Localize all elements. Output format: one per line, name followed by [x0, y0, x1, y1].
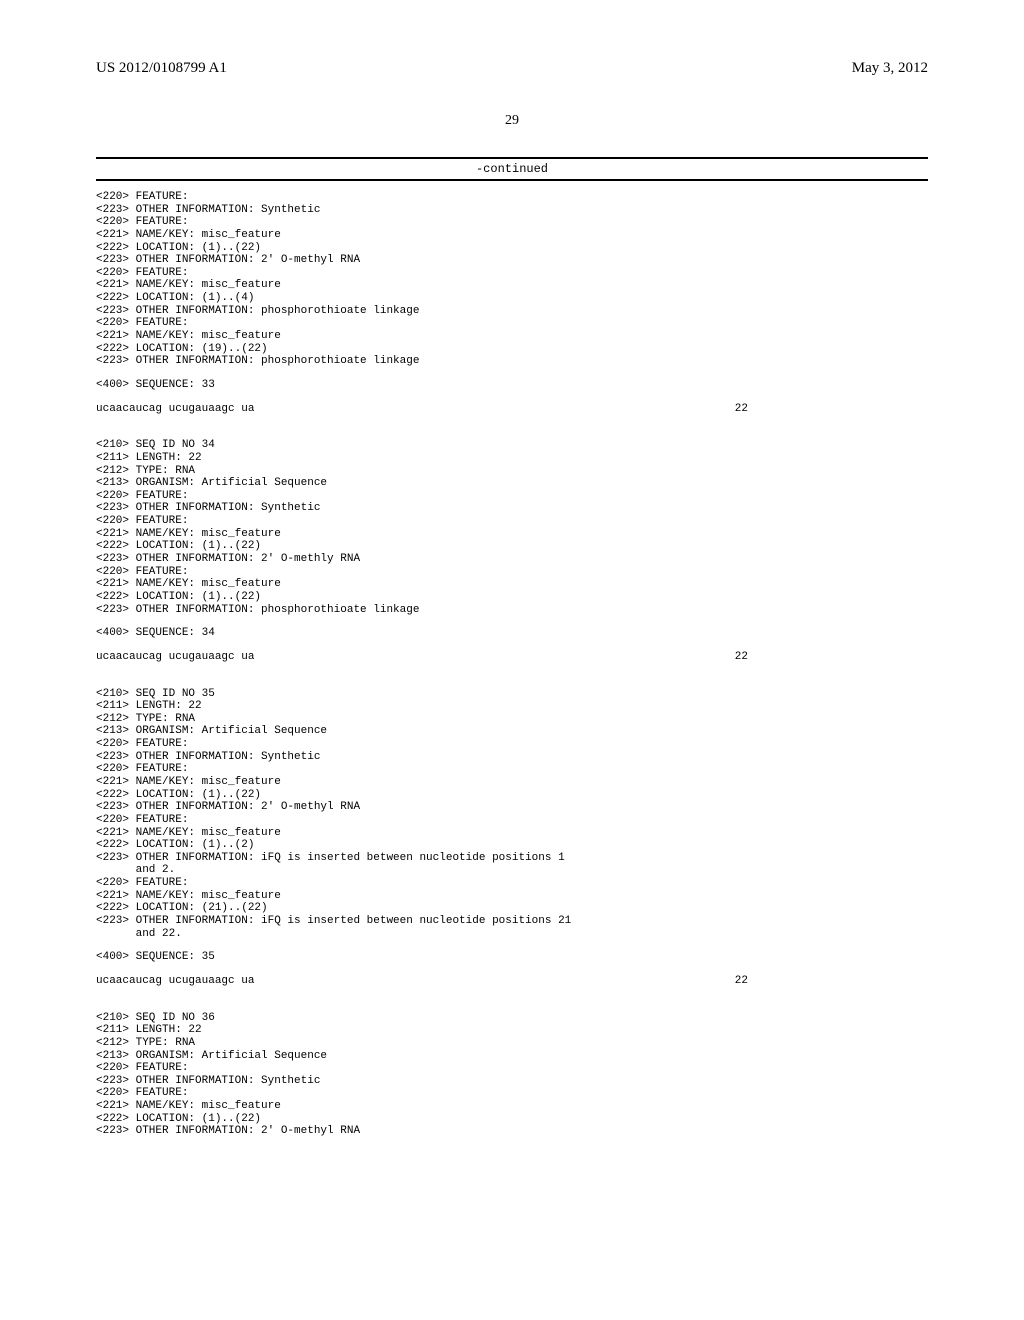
feature-line: <220> FEATURE: [96, 763, 928, 776]
feature-line: <220> FEATURE: [96, 814, 928, 827]
seq-34-sequence: ucaacaucag ucugauaagc ua [96, 651, 254, 664]
seq-36-header: <210> SEQ ID NO 36 <211> LENGTH: 22 <212… [96, 1012, 928, 1138]
feature-line: <222> LOCATION: (21)..(22) [96, 902, 928, 915]
continued-label: -continued [96, 157, 928, 176]
feature-line: <223> OTHER INFORMATION: 2' O-methly RNA [96, 553, 928, 566]
feature-line: <222> LOCATION: (1)..(22) [96, 789, 928, 802]
feature-line: <220> FEATURE: [96, 317, 928, 330]
feature-line: <220> FEATURE: [96, 877, 928, 890]
header-row: US 2012/0108799 A1 May 3, 2012 [96, 60, 928, 77]
feature-line: <223> OTHER INFORMATION: 2' O-methyl RNA [96, 254, 928, 267]
seq-34-sequence-row: ucaacaucag ucugauaagc ua 22 [96, 651, 928, 664]
feature-line: <220> FEATURE: [96, 738, 928, 751]
feature-line: and 2. [96, 864, 928, 877]
feature-line: <221> NAME/KEY: misc_feature [96, 279, 928, 292]
feature-line: <220> FEATURE: [96, 216, 928, 229]
feature-line: <220> FEATURE: [96, 515, 928, 528]
feature-line: <220> FEATURE: [96, 267, 928, 280]
feature-line: <220> FEATURE: [96, 1062, 928, 1075]
feature-line: <223> OTHER INFORMATION: Synthetic [96, 1075, 928, 1088]
spacer [96, 988, 928, 1012]
feature-line: <210> SEQ ID NO 34 [96, 439, 928, 452]
feature-line: <223> OTHER INFORMATION: phosphorothioat… [96, 355, 928, 368]
feature-line: <212> TYPE: RNA [96, 713, 928, 726]
feature-line: <223> OTHER INFORMATION: 2' O-methyl RNA [96, 801, 928, 814]
feature-line: <213> ORGANISM: Artificial Sequence [96, 1050, 928, 1063]
feature-line: <222> LOCATION: (1)..(22) [96, 242, 928, 255]
feature-line: <211> LENGTH: 22 [96, 700, 928, 713]
feature-line: <221> NAME/KEY: misc_feature [96, 229, 928, 242]
feature-line: <211> LENGTH: 22 [96, 1024, 928, 1037]
feature-line: <221> NAME/KEY: misc_feature [96, 827, 928, 840]
feature-line: <212> TYPE: RNA [96, 1037, 928, 1050]
feature-line: <223> OTHER INFORMATION: Synthetic [96, 751, 928, 764]
feature-line: <221> NAME/KEY: misc_feature [96, 578, 928, 591]
feature-line: <210> SEQ ID NO 35 [96, 688, 928, 701]
feature-line: <222> LOCATION: (19)..(22) [96, 343, 928, 356]
spacer [96, 368, 928, 379]
feature-line: <222> LOCATION: (1)..(22) [96, 1113, 928, 1126]
feature-line: <220> FEATURE: [96, 490, 928, 503]
seq-34-sequence-label: <400> SEQUENCE: 34 [96, 627, 928, 640]
seq-33-length: 22 [735, 403, 928, 416]
feature-line: <221> NAME/KEY: misc_feature [96, 890, 928, 903]
spacer [96, 940, 928, 951]
feature-line: <223> OTHER INFORMATION: Synthetic [96, 502, 928, 515]
feature-line: <211> LENGTH: 22 [96, 452, 928, 465]
page-number: 29 [96, 113, 928, 129]
seq-34-header: <210> SEQ ID NO 34 <211> LENGTH: 22 <212… [96, 439, 928, 616]
feature-line: <221> NAME/KEY: misc_feature [96, 1100, 928, 1113]
feature-line: <220> FEATURE: [96, 566, 928, 579]
feature-line: <223> OTHER INFORMATION: Synthetic [96, 204, 928, 217]
feature-line: <221> NAME/KEY: misc_feature [96, 776, 928, 789]
page: US 2012/0108799 A1 May 3, 2012 29 -conti… [0, 0, 1024, 1178]
seq-35-length: 22 [735, 975, 928, 988]
feature-line: <213> ORGANISM: Artificial Sequence [96, 477, 928, 490]
feature-line: <213> ORGANISM: Artificial Sequence [96, 725, 928, 738]
publication-date: May 3, 2012 [852, 60, 928, 77]
feature-line: <220> FEATURE: [96, 191, 928, 204]
seq-34-length: 22 [735, 651, 928, 664]
seq-33-sequence-row: ucaacaucag ucugauaagc ua 22 [96, 403, 928, 416]
spacer [96, 964, 928, 975]
feature-line: <222> LOCATION: (1)..(22) [96, 591, 928, 604]
seq-35-sequence-label: <400> SEQUENCE: 35 [96, 951, 928, 964]
continued-rule-bottom [96, 179, 928, 181]
spacer [96, 640, 928, 651]
feature-line: <223> OTHER INFORMATION: iFQ is inserted… [96, 852, 928, 865]
publication-number: US 2012/0108799 A1 [96, 60, 227, 77]
seq-33-features: <220> FEATURE: <223> OTHER INFORMATION: … [96, 191, 928, 368]
feature-line: <223> OTHER INFORMATION: phosphorothioat… [96, 604, 928, 617]
spacer [96, 664, 928, 688]
feature-line: <210> SEQ ID NO 36 [96, 1012, 928, 1025]
feature-line: <221> NAME/KEY: misc_feature [96, 330, 928, 343]
feature-line: <223> OTHER INFORMATION: iFQ is inserted… [96, 915, 928, 928]
seq-35-header: <210> SEQ ID NO 35 <211> LENGTH: 22 <212… [96, 688, 928, 941]
seq-33-sequence-label: <400> SEQUENCE: 33 [96, 379, 928, 392]
feature-line: <223> OTHER INFORMATION: phosphorothioat… [96, 305, 928, 318]
feature-line: <222> LOCATION: (1)..(4) [96, 292, 928, 305]
seq-33-sequence: ucaacaucag ucugauaagc ua [96, 403, 254, 416]
continued-wrapper: -continued [96, 157, 928, 181]
seq-35-sequence: ucaacaucag ucugauaagc ua [96, 975, 254, 988]
spacer [96, 616, 928, 627]
feature-line: <212> TYPE: RNA [96, 465, 928, 478]
spacer [96, 415, 928, 439]
feature-line: <220> FEATURE: [96, 1087, 928, 1100]
feature-line: <221> NAME/KEY: misc_feature [96, 528, 928, 541]
feature-line: <223> OTHER INFORMATION: 2' O-methyl RNA [96, 1125, 928, 1138]
seq-35-sequence-row: ucaacaucag ucugauaagc ua 22 [96, 975, 928, 988]
feature-line: and 22. [96, 928, 928, 941]
feature-line: <222> LOCATION: (1)..(2) [96, 839, 928, 852]
feature-line: <222> LOCATION: (1)..(22) [96, 540, 928, 553]
spacer [96, 392, 928, 403]
